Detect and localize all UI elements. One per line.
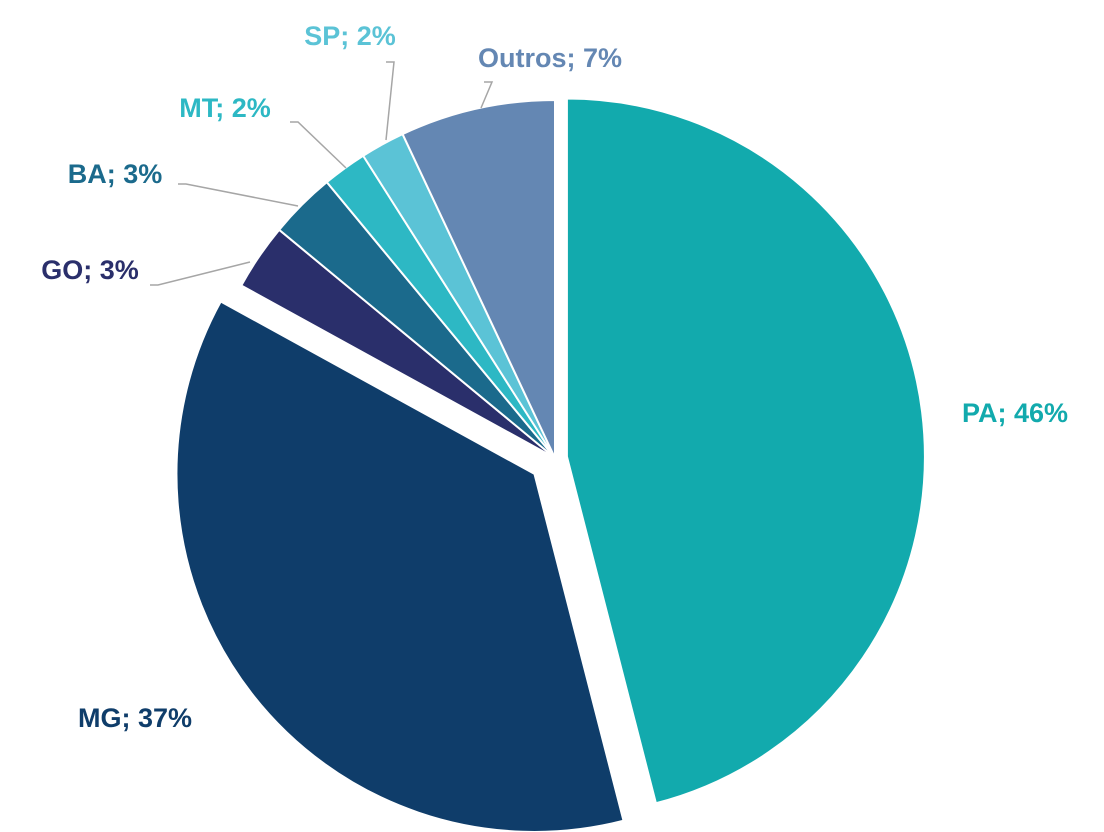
data-label: SP; 2%	[304, 21, 396, 51]
data-label: Outros; 7%	[478, 43, 622, 73]
leader-line	[290, 121, 347, 169]
data-label: MG; 37%	[78, 703, 192, 733]
data-label: GO; 3%	[41, 255, 139, 285]
data-label: MT; 2%	[179, 93, 271, 123]
leader-line	[385, 61, 395, 141]
data-label: PA; 46%	[962, 398, 1068, 428]
pie-slice	[175, 300, 625, 832]
data-label: BA; 3%	[68, 159, 163, 189]
leader-line	[480, 81, 494, 109]
leader-line	[178, 183, 299, 207]
pie-slice	[565, 97, 926, 805]
leader-line	[150, 261, 251, 286]
pie-slice	[401, 98, 556, 459]
